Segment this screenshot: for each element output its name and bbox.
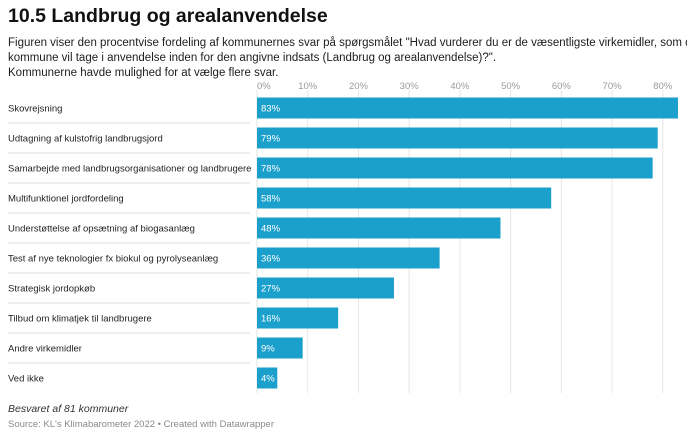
bar bbox=[257, 367, 278, 389]
category-label: Ved ikke bbox=[8, 374, 44, 385]
data-label: 36% bbox=[261, 254, 281, 265]
bar bbox=[257, 217, 501, 239]
data-label: 83% bbox=[261, 104, 281, 115]
category-label: Skovrejsning bbox=[8, 104, 62, 115]
x-tick-label: 60% bbox=[552, 81, 572, 92]
data-label: 58% bbox=[261, 194, 281, 205]
x-tick-label: 20% bbox=[349, 81, 369, 92]
x-tick-label: 0% bbox=[257, 81, 271, 92]
bar bbox=[257, 307, 339, 329]
chart-description: Figuren viser den procentvise fordeling … bbox=[8, 36, 687, 81]
data-label: 79% bbox=[261, 134, 281, 145]
source-credit: Source: KL's Klimabarometer 2022 • Creat… bbox=[8, 419, 274, 430]
category-label: Udtagning af kulstofrig landbrugsjord bbox=[8, 134, 163, 145]
data-label: 78% bbox=[261, 164, 281, 175]
x-tick-label: 30% bbox=[400, 81, 420, 92]
category-label: Test af nye teknologier fx biokul og pyr… bbox=[8, 254, 218, 265]
description-line: Kommunerne havde mulighed for at vælge f… bbox=[8, 67, 279, 79]
data-label: 48% bbox=[261, 224, 281, 235]
bar bbox=[257, 277, 394, 299]
description-line: kommune vil tage i anvendelse inden for … bbox=[8, 52, 497, 64]
x-tick-label: 10% bbox=[298, 81, 318, 92]
bar bbox=[257, 97, 678, 119]
x-tick-label: 40% bbox=[450, 81, 470, 92]
data-label: 9% bbox=[261, 344, 275, 355]
category-label: Samarbejde med landbrugsorganisationer o… bbox=[8, 164, 251, 175]
category-label: Tilbud om klimatjek til landbrugere bbox=[8, 314, 152, 325]
bar bbox=[257, 187, 552, 209]
bar bbox=[257, 157, 653, 179]
x-tick-label: 50% bbox=[501, 81, 521, 92]
category-label: Understøttelse af opsætning af biogasanl… bbox=[8, 224, 195, 235]
bar bbox=[257, 127, 658, 149]
data-label: 27% bbox=[261, 284, 281, 295]
bar bbox=[257, 247, 440, 269]
data-label: 4% bbox=[261, 374, 275, 385]
bar bbox=[257, 337, 303, 359]
category-label: Strategisk jordopkøb bbox=[8, 284, 95, 295]
chart-title: 10.5 Landbrug og arealanvendelse bbox=[8, 5, 328, 27]
x-tick-label: 80% bbox=[653, 81, 673, 92]
category-label: Multifunktionel jordfordeling bbox=[8, 194, 124, 205]
data-label: 16% bbox=[261, 314, 281, 325]
respondent-note: Besvaret af 81 kommuner bbox=[8, 403, 129, 415]
x-tick-label: 70% bbox=[603, 81, 623, 92]
description-line: Figuren viser den procentvise fordeling … bbox=[8, 37, 687, 49]
category-label: Andre virkemidler bbox=[8, 344, 82, 355]
